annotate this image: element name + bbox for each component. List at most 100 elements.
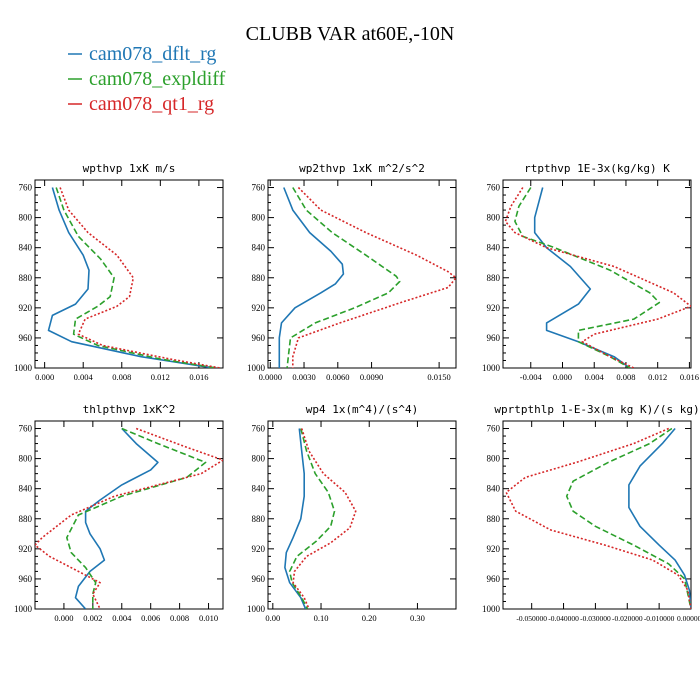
x-tick-label: -0.030000 bbox=[580, 614, 611, 623]
series-line bbox=[55, 187, 217, 368]
subplot: rtpthvp 1E-3x(kg/kg) K 760 800 840 880 920 960… bbox=[482, 162, 699, 382]
x-tick-label: 0.30 bbox=[410, 613, 425, 623]
plot-frame bbox=[267, 420, 457, 610]
x-tick-label: -0.010000 bbox=[644, 614, 675, 623]
series-group bbox=[278, 186, 456, 368]
subplot-title: wprtpthlp 1-E-3x(m kg K)/(s kg) bbox=[494, 403, 699, 416]
y-tick-label: 920 bbox=[252, 544, 266, 554]
y-tick-label: 960 bbox=[487, 333, 501, 343]
x-tick-label: 0.0090 bbox=[360, 372, 383, 382]
series-line bbox=[59, 187, 221, 368]
x-tick-label: 0.20 bbox=[362, 613, 377, 623]
x-tick-label: -0.040000 bbox=[548, 614, 579, 623]
y-tick-label: 920 bbox=[19, 303, 33, 313]
plot-frame bbox=[502, 420, 692, 610]
plot-frame bbox=[34, 420, 224, 610]
x-tick-label: -0.050000 bbox=[516, 614, 547, 623]
x-tick-label: 0.008 bbox=[170, 613, 189, 623]
subplot: wpthvp 1xK m/s76080084088092096010000.00… bbox=[14, 162, 224, 382]
series-line bbox=[628, 427, 691, 609]
x-tick-label: 0.016 bbox=[189, 372, 208, 382]
legend: cam078_dflt_rg cam078_expldiff cam078_qt1_… bbox=[68, 43, 226, 115]
series-group bbox=[504, 187, 691, 368]
y-tick-label: 880 bbox=[252, 273, 266, 283]
y-tick-label: 760 bbox=[487, 424, 501, 434]
y-tick-label: 1000 bbox=[247, 363, 266, 373]
series-line bbox=[514, 187, 661, 368]
x-tick-label: 0.012 bbox=[648, 372, 667, 382]
series-group bbox=[505, 427, 691, 609]
subplot: wprtpthlp 1-E-3x(m kg K)/(s kg) 760 800 840… bbox=[482, 403, 700, 623]
x-tick-label: 0.0000 bbox=[259, 372, 282, 382]
y-tick-label: 960 bbox=[19, 574, 33, 584]
panels: wpthvp 1xK m/s76080084088092096010000.00… bbox=[14, 162, 700, 623]
legend-label: cam078_qt1_rg bbox=[89, 93, 214, 115]
y-tick-label: 880 bbox=[19, 273, 33, 283]
y-tick-label: 840 bbox=[19, 243, 33, 253]
x-tick-label: 0.10 bbox=[314, 613, 329, 623]
x-tick-label: 0.0150 bbox=[427, 372, 450, 382]
y-tick-label: 800 bbox=[487, 213, 501, 223]
x-tick-label: 0.008 bbox=[616, 372, 635, 382]
subplot-title: wp4 1x(m^4)/(s^4) bbox=[306, 403, 419, 416]
legend-entry: cam078_dflt_rg bbox=[68, 43, 216, 65]
y-tick-label: 800 bbox=[252, 454, 266, 464]
legend-label: cam078_expldiff bbox=[89, 68, 226, 90]
subplot: wp2thvp 1xK m^2/s^2 760 800 840 880 920 960 100… bbox=[247, 162, 457, 382]
series-line bbox=[47, 187, 214, 368]
x-tick-label: 0.004 bbox=[74, 372, 94, 382]
y-tick-label: 800 bbox=[487, 454, 501, 464]
y-tick-label: 1000 bbox=[247, 604, 266, 614]
y-tick-label: 960 bbox=[252, 333, 266, 343]
plot-frame bbox=[34, 179, 224, 369]
x-tick-label: 0.000 bbox=[35, 372, 54, 382]
x-tick-label: 0.002 bbox=[83, 613, 102, 623]
y-tick-label: 840 bbox=[252, 484, 266, 494]
series-line bbox=[278, 187, 345, 368]
y-tick-label: 800 bbox=[252, 213, 266, 223]
y-tick-label: 960 bbox=[487, 574, 501, 584]
y-tick-label: 1000 bbox=[482, 363, 501, 373]
x-tick-label: 0.008 bbox=[112, 372, 131, 382]
series-line bbox=[291, 186, 456, 368]
y-tick-label: 920 bbox=[19, 544, 33, 554]
x-tick-label: -0.004 bbox=[520, 372, 543, 382]
x-tick-label: 0.0060 bbox=[326, 372, 349, 382]
series-line bbox=[284, 428, 307, 609]
subplot-title: thlpthvp 1xK^2 bbox=[83, 403, 176, 416]
series-line bbox=[533, 187, 631, 368]
x-tick-label: 0.004 bbox=[585, 372, 605, 382]
series-line bbox=[74, 427, 159, 609]
legend-entry: cam078_qt1_rg bbox=[68, 93, 214, 115]
y-tick-label: 880 bbox=[252, 514, 266, 524]
series-line bbox=[66, 427, 207, 609]
x-tick-label: 0.00 bbox=[265, 613, 280, 623]
y-tick-label: 1000 bbox=[14, 604, 33, 614]
y-tick-label: 960 bbox=[19, 333, 33, 343]
x-tick-label: 0.010 bbox=[199, 613, 218, 623]
x-tick-label: 0.012 bbox=[151, 372, 170, 382]
series-group bbox=[284, 428, 357, 609]
y-tick-label: 760 bbox=[19, 424, 33, 434]
plot-frame bbox=[267, 179, 457, 369]
y-tick-label: 920 bbox=[252, 303, 266, 313]
y-tick-label: 760 bbox=[19, 183, 33, 193]
series-line bbox=[288, 428, 336, 609]
y-tick-label: 840 bbox=[252, 243, 266, 253]
series-line bbox=[292, 428, 357, 609]
x-tick-label: 0.000000 bbox=[677, 614, 700, 623]
y-tick-label: 840 bbox=[19, 484, 33, 494]
subplot-title: wp2thvp 1xK m^2/s^2 bbox=[299, 162, 425, 175]
series-line bbox=[35, 427, 223, 609]
y-tick-label: 920 bbox=[487, 544, 501, 554]
legend-entry: cam078_expldiff bbox=[68, 68, 226, 90]
x-tick-label: 0.004 bbox=[112, 613, 132, 623]
y-tick-label: 760 bbox=[252, 424, 266, 434]
y-tick-label: 760 bbox=[252, 183, 266, 193]
series-line bbox=[505, 427, 691, 609]
y-tick-label: 800 bbox=[19, 454, 33, 464]
y-tick-label: 880 bbox=[487, 273, 501, 283]
subplot-title: rtpthvp 1E-3x(kg/kg) K bbox=[524, 162, 670, 175]
y-tick-label: 880 bbox=[487, 514, 501, 524]
